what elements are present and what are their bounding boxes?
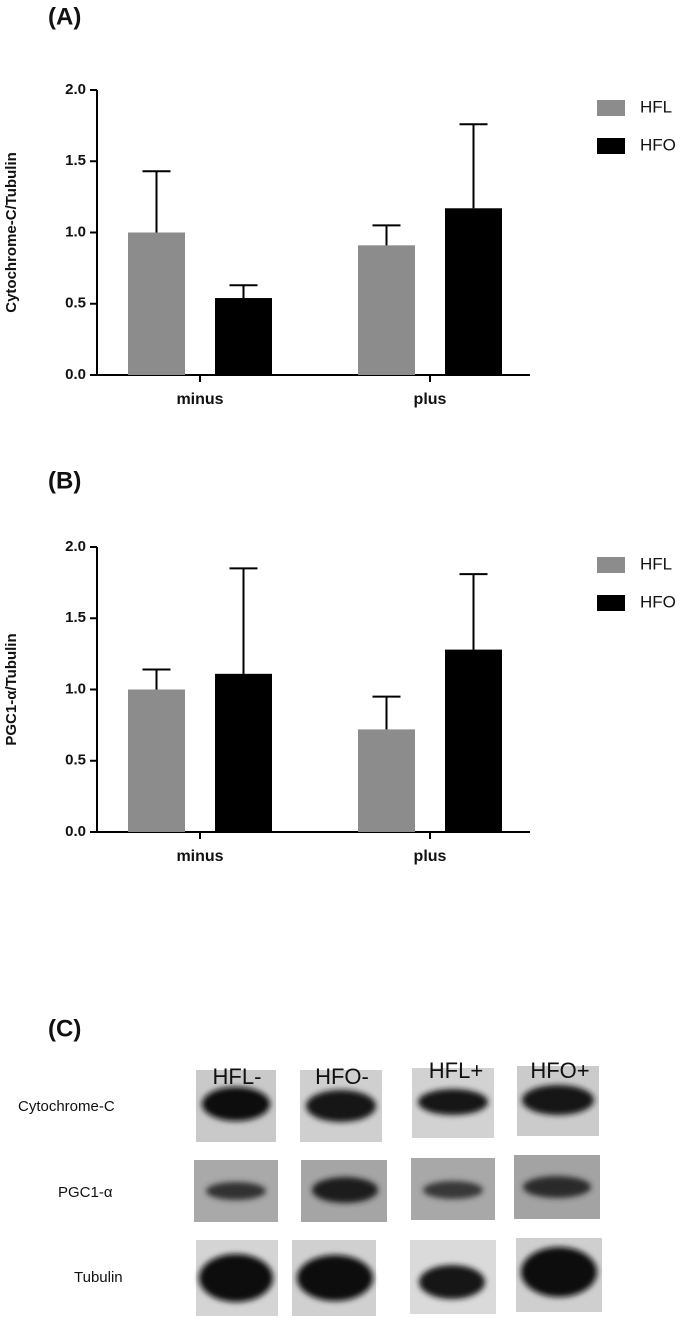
y-tick-label: 2.0 [65, 81, 86, 98]
x-tick-label: minus [176, 391, 223, 408]
y-tick-label: 1.0 [65, 680, 86, 697]
row-label: Tubulin [74, 1269, 123, 1286]
y-axis-label: PGC1-α/Tubulin [3, 633, 20, 745]
legend-label: HFL [640, 554, 672, 573]
bar [128, 232, 185, 375]
y-tick-label: 1.5 [65, 609, 86, 626]
y-axis-label: Cytochrome-C/Tubulin [3, 152, 20, 313]
x-tick-label: plus [414, 848, 447, 865]
error-bar [229, 567, 258, 674]
bar [445, 208, 502, 375]
bar [358, 245, 415, 375]
bar [215, 298, 272, 375]
panel-label: (C) [48, 1015, 81, 1042]
y-tick-label: 0.0 [65, 366, 86, 383]
bar [215, 673, 272, 832]
error-bar [459, 123, 488, 209]
panel-label: (A) [48, 3, 81, 30]
error-bar [459, 573, 488, 650]
panel-label: (B) [48, 467, 81, 494]
y-tick-label: 1.5 [65, 152, 86, 169]
legend-swatch [597, 557, 625, 573]
legend-swatch [597, 138, 625, 154]
y-tick-label: 0.0 [65, 823, 86, 840]
legend-label: HFO [640, 135, 676, 154]
x-tick-label: minus [176, 848, 223, 865]
legend-label: HFL [640, 97, 672, 116]
error-bar [142, 170, 171, 233]
error-bar [142, 668, 171, 690]
y-tick-label: 0.5 [65, 752, 86, 769]
bar [358, 729, 415, 832]
lane-label: HFL+ [429, 1058, 483, 1083]
row-label: Cytochrome-C [18, 1098, 115, 1115]
lane-label: HFO- [315, 1064, 369, 1089]
legend-swatch [597, 595, 625, 611]
error-bar [372, 695, 401, 730]
y-tick-label: 2.0 [65, 538, 86, 555]
bar [445, 649, 502, 832]
y-tick-label: 1.0 [65, 223, 86, 240]
x-tick-label: plus [414, 391, 447, 408]
row-label: PGC1-α [58, 1184, 113, 1201]
blot-images [194, 1066, 602, 1316]
legend-label: HFO [640, 592, 676, 611]
error-bar [229, 284, 258, 299]
lane-label: HFO+ [530, 1058, 589, 1083]
y-tick-label: 0.5 [65, 295, 86, 312]
legend-swatch [597, 100, 625, 116]
bar [128, 689, 185, 832]
error-bar [372, 224, 401, 246]
lane-label: HFL- [213, 1064, 262, 1089]
